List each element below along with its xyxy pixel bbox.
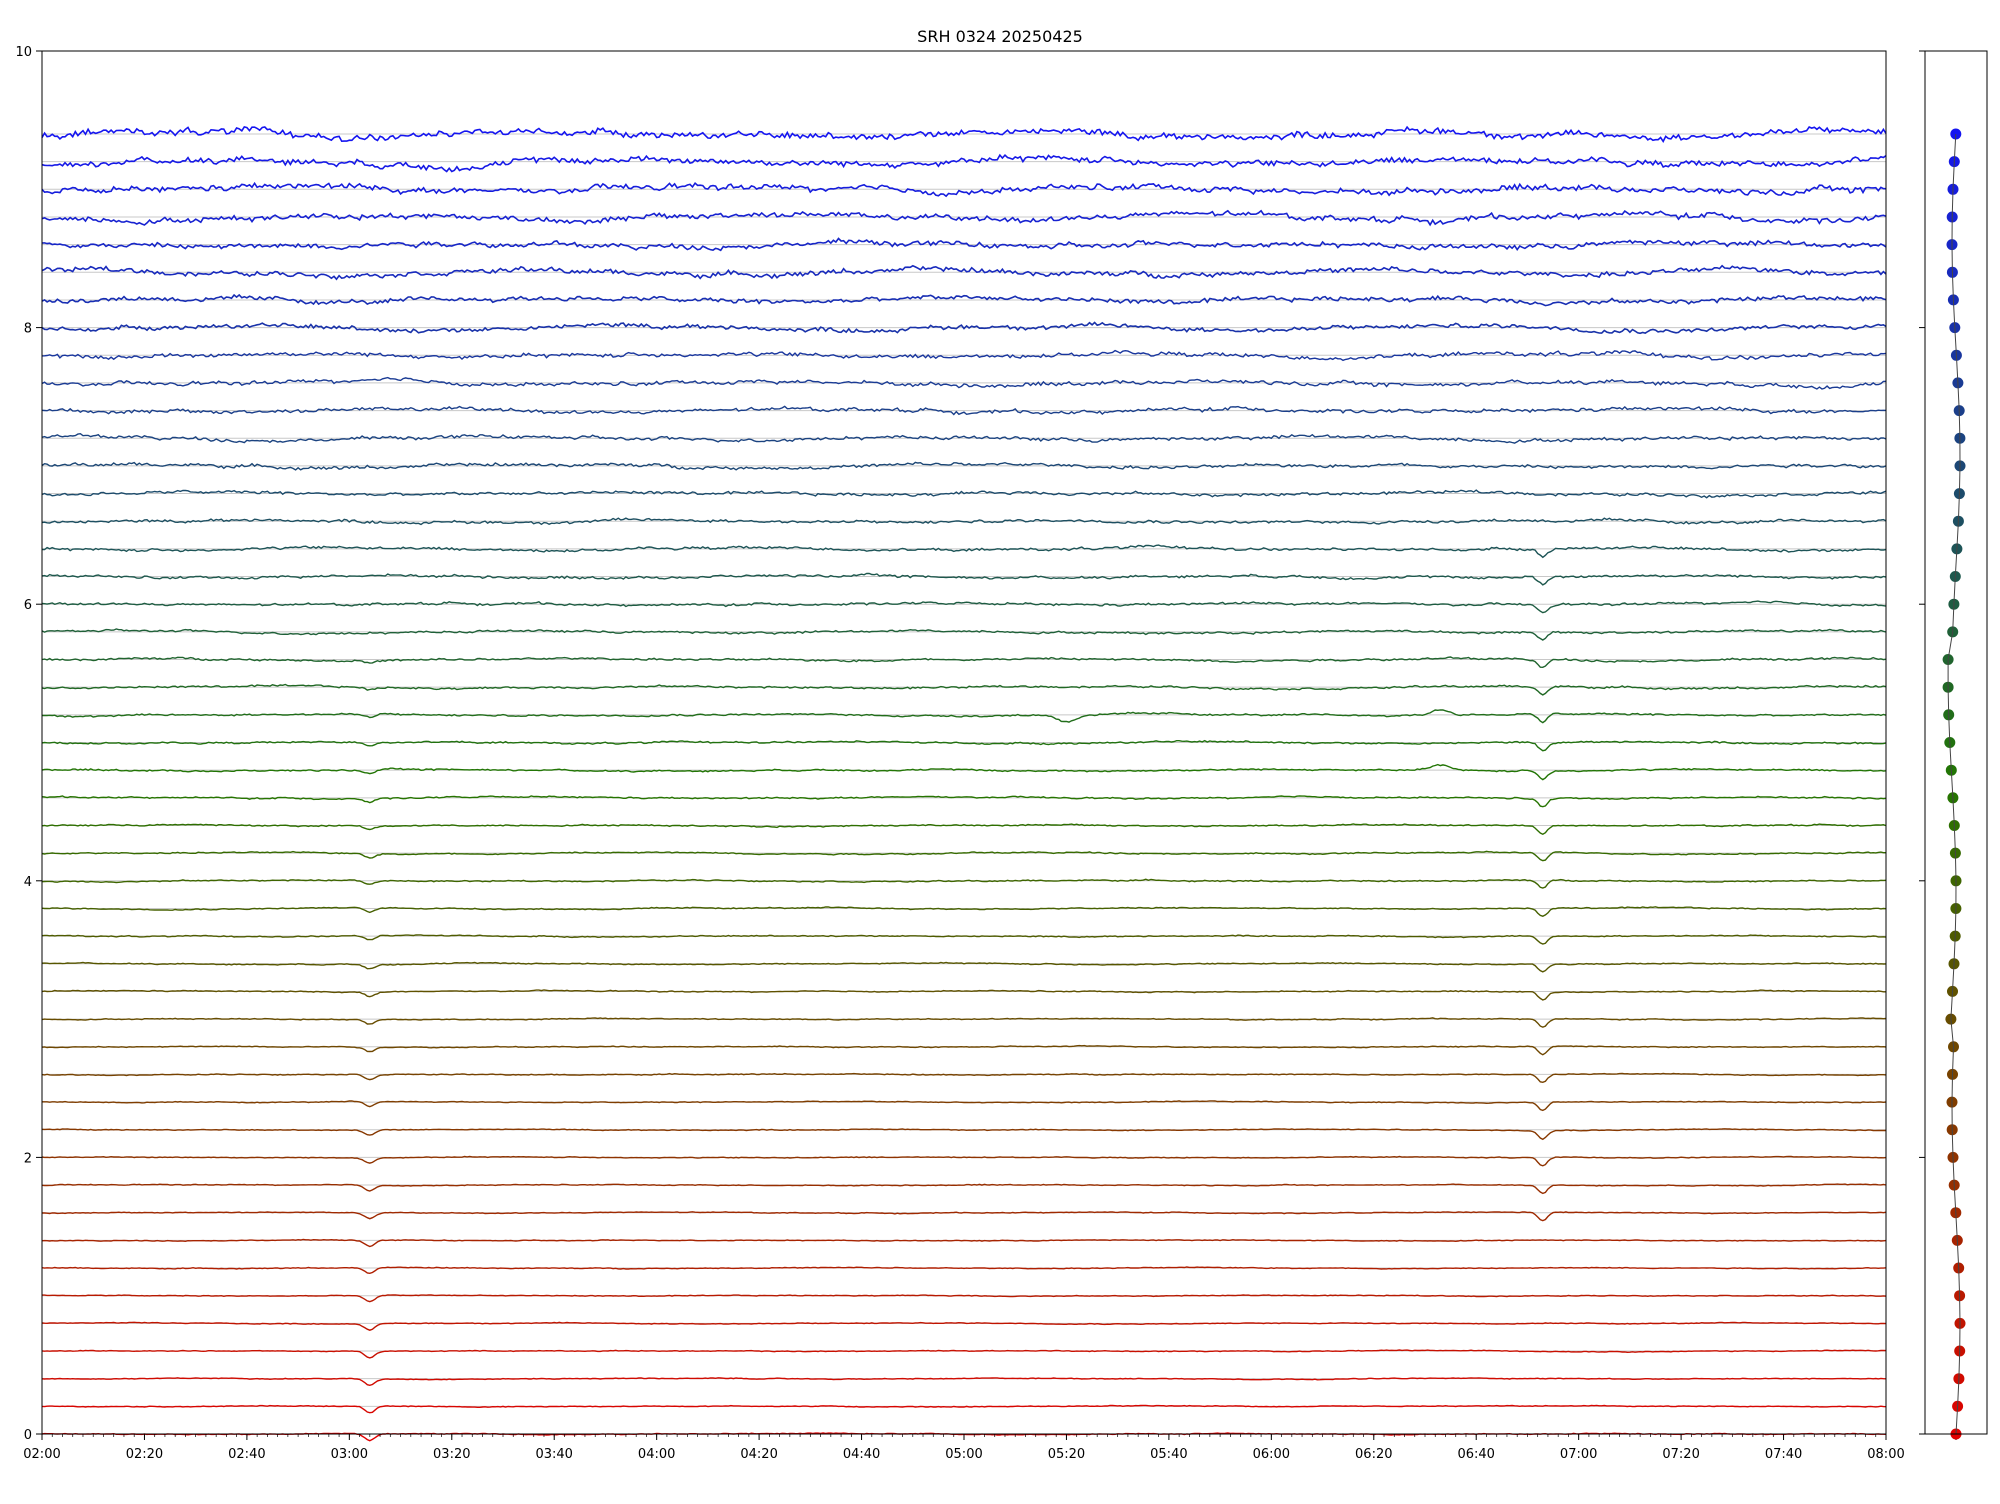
trace-line (41, 1349, 1887, 1359)
x-tick-label: 05:40 (1150, 1447, 1187, 1462)
x-tick-label: 06:40 (1457, 1447, 1494, 1462)
y-tick-label: 0 (24, 1428, 32, 1443)
trace-line (41, 763, 1887, 781)
y-tick-label: 6 (24, 598, 32, 613)
trace-line (41, 153, 1887, 173)
trace-line (42, 709, 1887, 724)
x-tick-label: 02:00 (23, 1447, 60, 1462)
trace-line (41, 1238, 1887, 1248)
trace-line (41, 934, 1887, 945)
x-tick-label: 07:00 (1560, 1447, 1597, 1462)
trace-line (41, 850, 1886, 862)
trace-line (41, 1155, 1887, 1167)
trace-line (41, 1404, 1887, 1414)
trace-line (41, 600, 1887, 614)
x-tick-label: 05:20 (1048, 1447, 1085, 1462)
trace-line (41, 432, 1887, 444)
x-tick-label: 03:00 (331, 1447, 368, 1462)
x-tick-label: 07:20 (1662, 1447, 1699, 1462)
x-tick-label: 05:00 (945, 1447, 982, 1462)
trace-line (42, 1100, 1887, 1112)
side-panel-frame (1924, 50, 1988, 1435)
trace-line (41, 989, 1886, 1001)
trace-line (41, 683, 1887, 696)
trace-line (41, 1321, 1887, 1331)
trace-line (41, 461, 1887, 471)
trace-line (41, 349, 1887, 362)
trace-line (41, 1266, 1887, 1275)
trace-line (41, 823, 1887, 835)
trace-line (41, 264, 1887, 281)
y-tick-label: 2 (24, 1151, 32, 1166)
trace-line (41, 961, 1887, 973)
trace-line (42, 544, 1887, 559)
trace-line (41, 125, 1887, 143)
trace-line (41, 795, 1887, 808)
x-tick-label: 04:40 (843, 1447, 880, 1462)
trace-line (42, 1211, 1887, 1222)
x-tick-label: 04:00 (638, 1447, 675, 1462)
x-tick-label: 06:00 (1253, 1447, 1290, 1462)
trace-line (41, 489, 1887, 499)
trace-series-group (41, 125, 1887, 1442)
trace-line (41, 237, 1887, 252)
x-tick-label: 02:20 (126, 1447, 163, 1462)
trace-line (41, 181, 1887, 198)
trace-line (41, 739, 1887, 752)
x-tick-label: 08:00 (1867, 1447, 1904, 1462)
trace-line (42, 1294, 1887, 1303)
x-tick-label: 03:20 (433, 1447, 470, 1462)
trace-line (41, 1183, 1887, 1195)
trace-line (41, 1017, 1887, 1028)
trace-line (41, 1072, 1887, 1084)
side-panel (1942, 128, 1966, 1440)
y-axis: 0 2 4 6 8 10 (15, 45, 1925, 1443)
trace-line (41, 293, 1887, 307)
trace-line (41, 1377, 1887, 1387)
trace-line (41, 656, 1887, 669)
x-tick-label: 02:40 (228, 1447, 265, 1462)
x-tick-label: 06:20 (1355, 1447, 1392, 1462)
trace-line (41, 376, 1887, 390)
trace-line (41, 906, 1887, 917)
trace-line (41, 628, 1887, 641)
x-tick-label: 07:40 (1765, 1447, 1802, 1462)
trace-line (41, 321, 1887, 335)
trace-line (41, 209, 1887, 227)
x-tick-label: 04:20 (740, 1447, 777, 1462)
trace-line (41, 1128, 1887, 1141)
trace-line (41, 878, 1887, 889)
trace-line (41, 405, 1887, 416)
chart-title: SRH 0324 20250425 (917, 27, 1083, 46)
trace-line (41, 1044, 1887, 1056)
x-axis: 02:00 02:20 02:40 03:00 03:20 03:40 04:00 04:20… (23, 1434, 1957, 1462)
x-tick-label: 03:40 (535, 1447, 572, 1462)
y-tick-label: 10 (15, 45, 32, 60)
trace-line (41, 517, 1887, 526)
y-tick-label: 8 (24, 322, 32, 337)
trace-line (41, 572, 1887, 586)
y-tick-label: 4 (24, 875, 32, 890)
side-connector-line (1947, 133, 1961, 1435)
